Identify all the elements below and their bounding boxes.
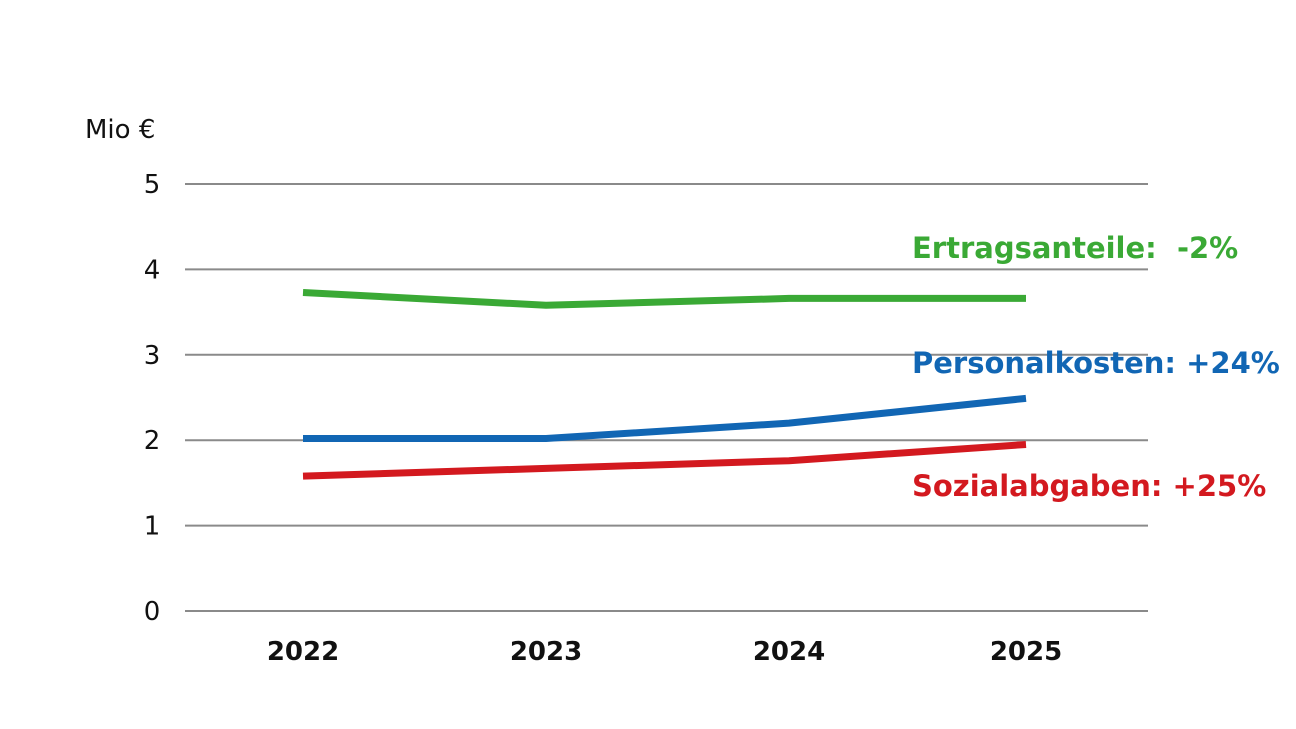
y-tick-label: 4 — [144, 255, 161, 285]
series-line-ertrag — [302, 288, 1026, 309]
y-axis-label: Mio € — [85, 115, 155, 145]
y-tick-label: 1 — [144, 512, 161, 542]
series-label-personal: Personalkosten: +24% — [912, 346, 1280, 380]
series-line-sozial — [302, 440, 1027, 480]
series-labels: Ertragsanteile: -2% Personalkosten: +24% S… — [912, 231, 1280, 503]
y-tick-label: 5 — [144, 170, 161, 200]
x-tick-label: 2023 — [510, 637, 582, 667]
series-label-ertrag: Ertragsanteile: -2% — [912, 231, 1238, 265]
y-tick-label: 0 — [144, 597, 161, 627]
x-tick-label: 2024 — [753, 637, 825, 667]
y-tick-label: 2 — [144, 426, 161, 456]
series-label-sozial: Sozialabgaben: +25% — [912, 469, 1266, 503]
x-tick-labels: 2022 2023 2024 2025 — [267, 637, 1062, 667]
x-tick-label: 2022 — [267, 637, 339, 667]
x-tick-label: 2025 — [990, 637, 1062, 667]
y-tick-labels: 0 1 2 3 4 5 — [144, 170, 161, 627]
series-line-personal — [303, 394, 1027, 442]
y-tick-label: 3 — [144, 341, 161, 371]
series-lines — [302, 288, 1027, 480]
